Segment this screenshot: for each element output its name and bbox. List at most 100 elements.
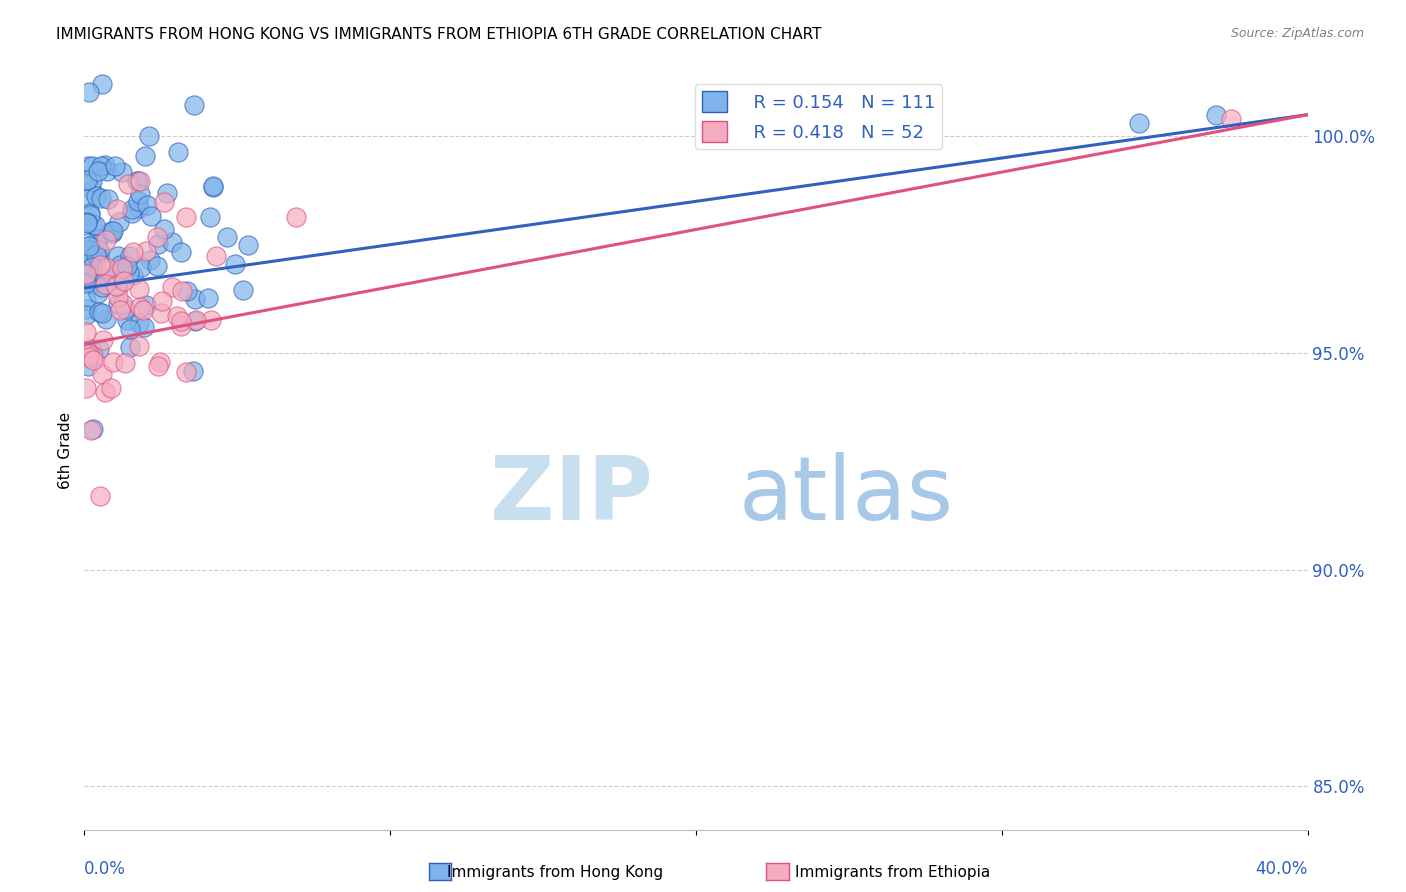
Legend:   R = 0.154   N = 111,   R = 0.418   N = 52: R = 0.154 N = 111, R = 0.418 N = 52 (695, 84, 942, 149)
Point (153, 222, 176, 236)
Point (75, 269, 97, 284)
Text: Immigrants from Ethiopia: Immigrants from Ethiopia (796, 865, 990, 880)
Point (77, 238, 100, 252)
Point (82, 260, 104, 274)
Point (169, 314, 191, 328)
Point (160, 280, 183, 294)
Point (150, 294, 173, 309)
Point (100, 273, 122, 287)
Point (114, 301, 136, 316)
Point (129, 301, 152, 315)
Point (121, 244, 143, 259)
Point (149, 355, 172, 369)
Point (131, 302, 153, 317)
Text: Immigrants from Hong Kong: Immigrants from Hong Kong (447, 865, 664, 880)
Point (82, 352, 104, 367)
Point (110, 303, 132, 318)
Point (121, 202, 143, 217)
Point (128, 201, 150, 215)
Point (108, 265, 131, 279)
Text: IMMIGRANTS FROM HONG KONG VS IMMIGRANTS FROM ETHIOPIA 6TH GRADE CORRELATION CHAR: IMMIGRANTS FROM HONG KONG VS IMMIGRANTS … (56, 27, 821, 42)
Point (89, 489, 111, 503)
Point (200, 210, 222, 224)
Point (170, 284, 193, 298)
Point (87, 164, 110, 178)
Text: 0.0%: 0.0% (84, 860, 127, 878)
Point (120, 322, 142, 336)
Point (87, 342, 110, 356)
Point (96, 260, 118, 275)
Point (127, 194, 149, 208)
Point (139, 253, 162, 268)
Point (77, 359, 100, 373)
Point (79, 342, 101, 356)
Point (86, 237, 108, 252)
Point (80, 174, 103, 188)
Point (76, 173, 98, 187)
Point (77, 85, 100, 99)
Point (76, 216, 98, 230)
Point (197, 291, 219, 305)
Point (120, 249, 142, 263)
Point (76, 192, 98, 206)
Point (184, 292, 207, 306)
Point (115, 260, 138, 274)
Point (201, 179, 224, 194)
Point (101, 354, 124, 368)
Point (117, 177, 139, 191)
Point (75, 267, 97, 281)
Point (104, 160, 127, 174)
Point (105, 270, 128, 285)
Point (107, 290, 129, 304)
Point (82, 349, 104, 363)
Point (82, 422, 104, 436)
Text: 40.0%: 40.0% (1256, 860, 1308, 878)
Point (98, 275, 121, 289)
Point (91, 333, 114, 347)
Point (174, 211, 197, 225)
Point (86, 265, 108, 279)
Point (100, 380, 122, 394)
Point (82, 159, 104, 173)
Point (90, 271, 112, 285)
Point (125, 173, 148, 187)
Point (77, 243, 100, 257)
Point (80, 423, 103, 437)
Point (184, 313, 207, 327)
Point (94, 233, 117, 247)
Point (169, 244, 191, 259)
Point (166, 310, 188, 324)
Point (82, 277, 104, 291)
Point (128, 173, 150, 187)
Point (101, 269, 124, 284)
Point (75, 293, 97, 308)
Point (94, 277, 117, 291)
Point (201, 180, 224, 194)
Point (141, 210, 163, 224)
Point (128, 339, 150, 353)
Text: ZIP: ZIP (491, 452, 654, 540)
Point (112, 260, 135, 275)
Point (1128, 116, 1150, 130)
Point (80, 217, 103, 231)
Point (76, 236, 98, 251)
Point (110, 165, 132, 179)
Point (118, 266, 141, 280)
Point (77, 350, 100, 364)
Point (75, 308, 97, 322)
Point (118, 340, 141, 354)
Point (1220, 112, 1243, 126)
Point (169, 318, 191, 333)
Point (128, 316, 150, 330)
Point (107, 249, 129, 263)
Point (129, 260, 152, 274)
Point (1205, 108, 1227, 122)
Point (146, 230, 169, 244)
Point (90, 191, 112, 205)
Point (128, 282, 150, 296)
Point (167, 145, 190, 159)
Point (94, 158, 117, 172)
Point (224, 257, 246, 271)
Point (149, 306, 172, 320)
Point (232, 283, 254, 297)
